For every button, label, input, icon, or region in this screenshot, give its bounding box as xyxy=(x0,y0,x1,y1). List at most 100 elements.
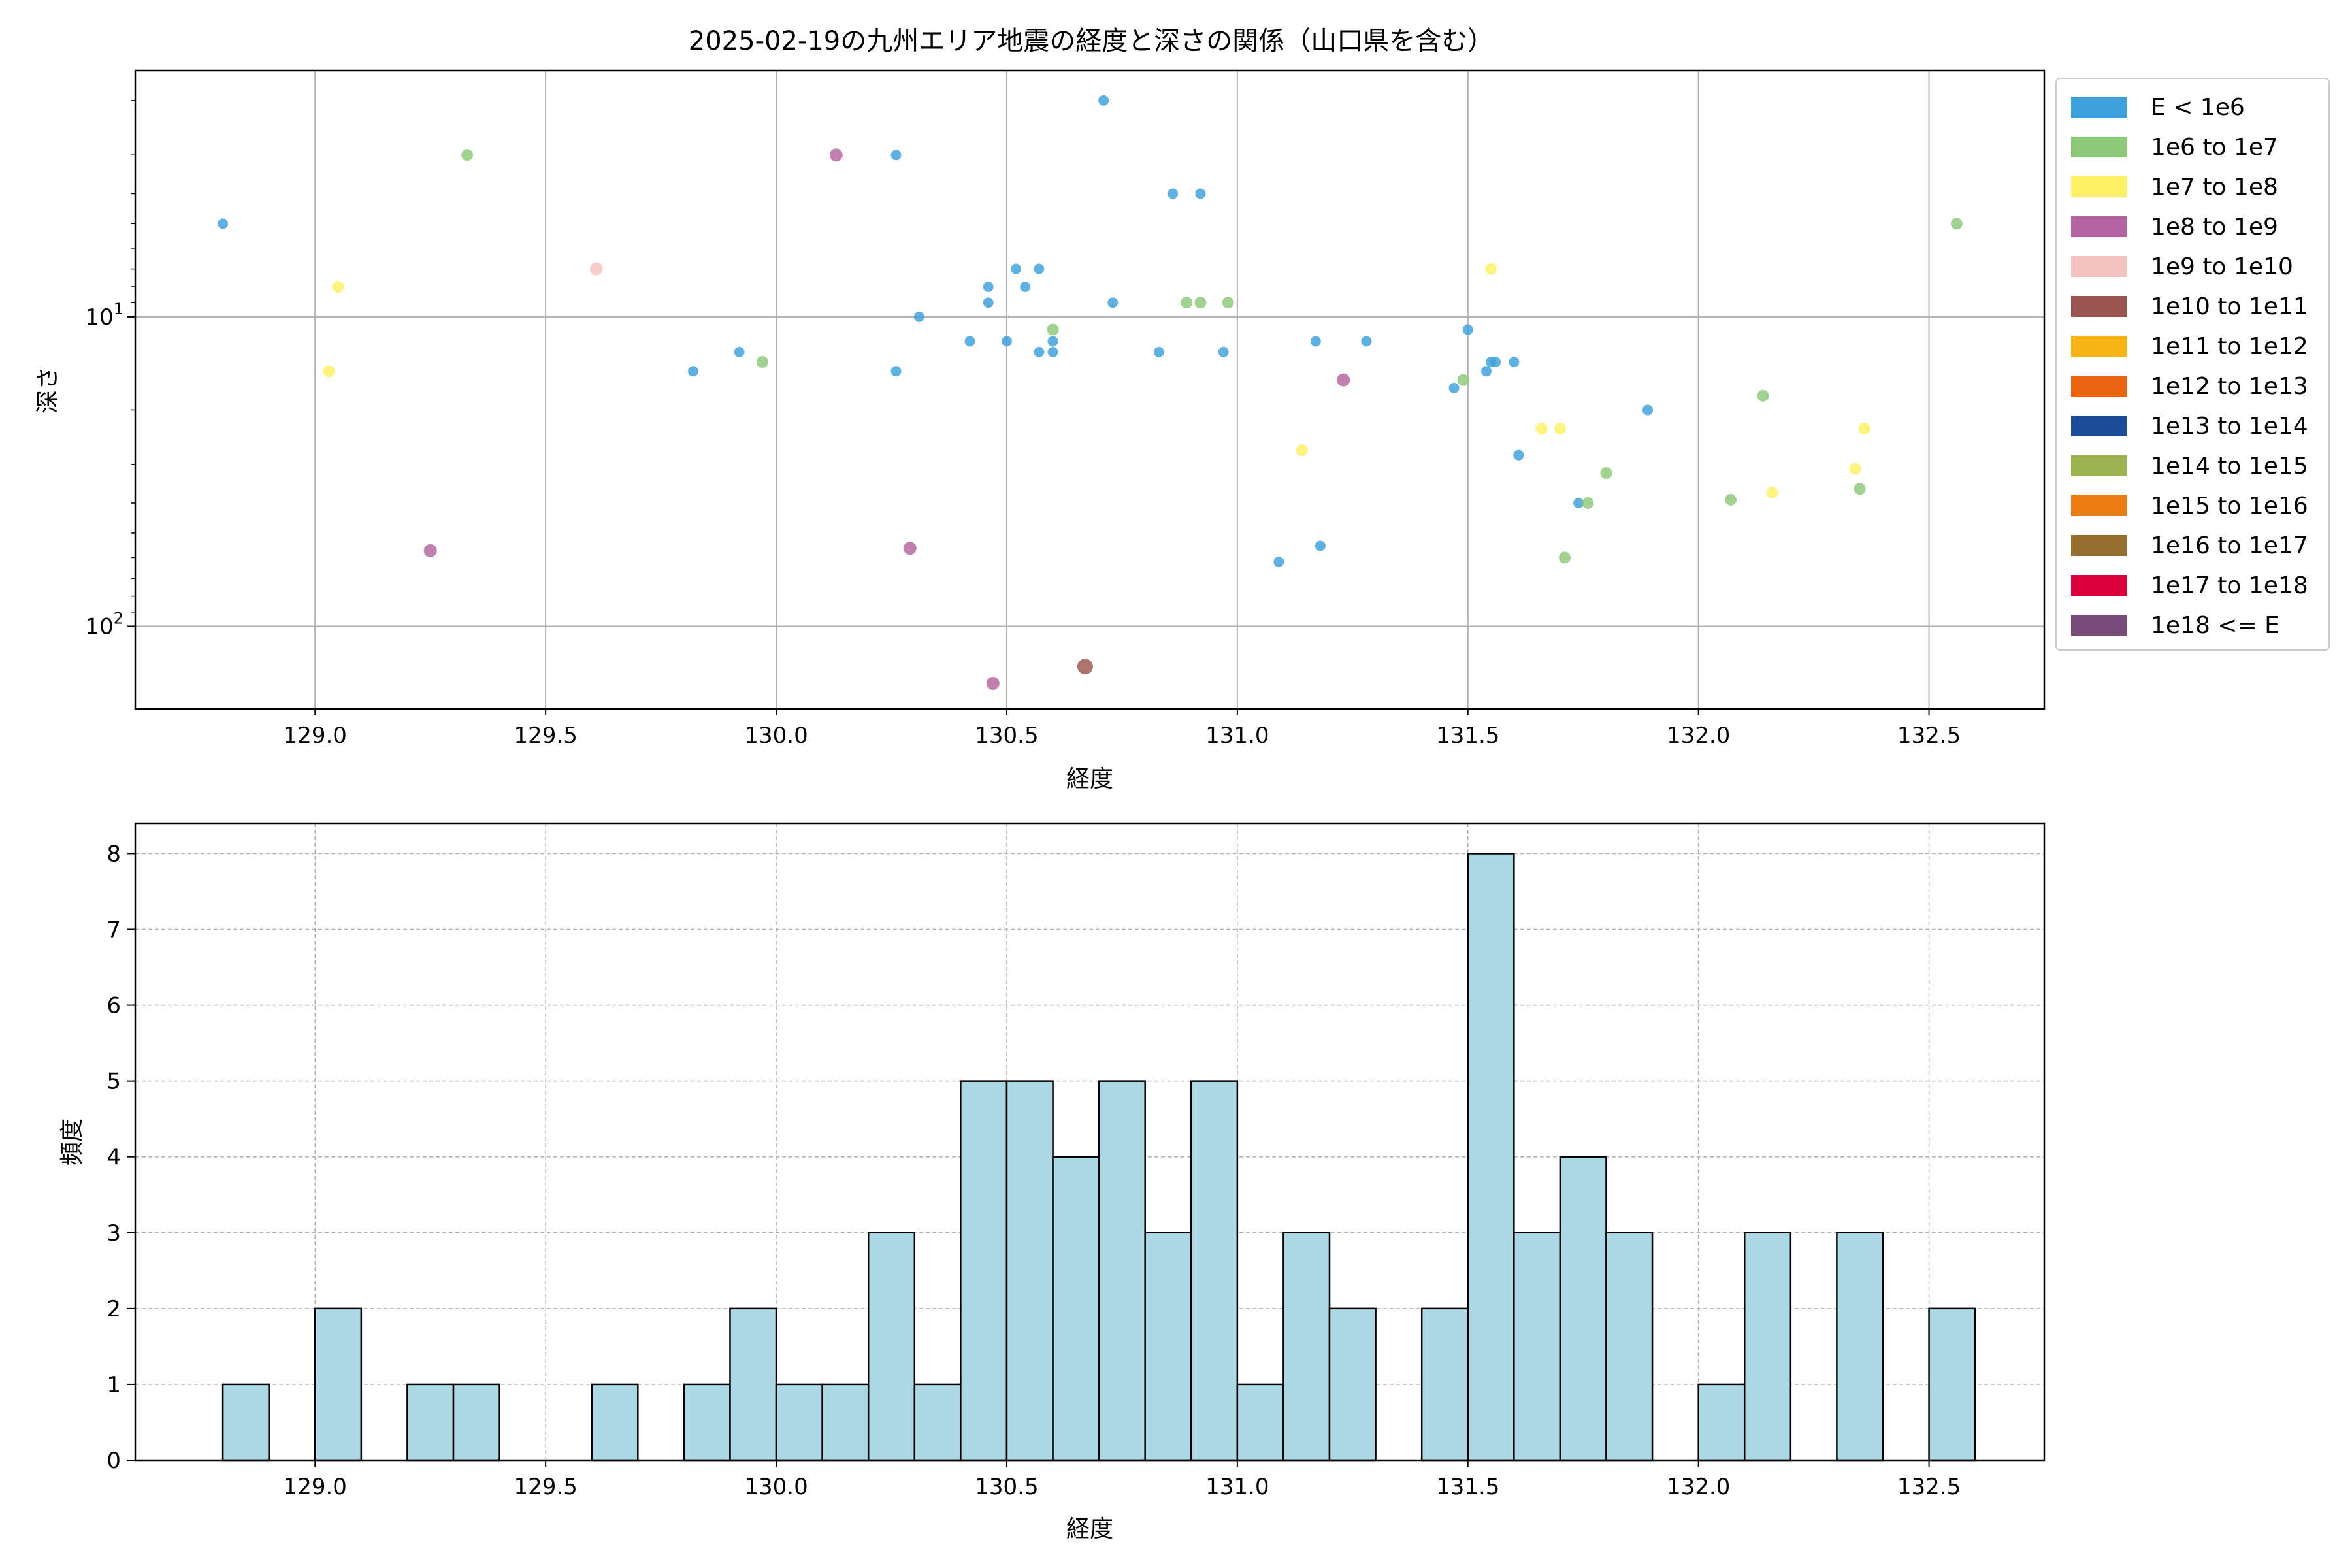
histogram-bar xyxy=(1743,1232,1792,1462)
histogram-plot-frame xyxy=(134,822,2046,1462)
histogram-y-tick-label: 1 xyxy=(106,1372,121,1398)
histogram-bar xyxy=(1190,1080,1239,1462)
histogram-bar xyxy=(1052,1156,1100,1462)
scatter-point xyxy=(1077,659,1093,675)
scatter-point xyxy=(1480,366,1492,377)
histogram-y-tick-label: 8 xyxy=(106,841,121,867)
scatter-y-axis-label: 深さ xyxy=(35,367,61,414)
histogram-x-tick-label: 132.5 xyxy=(1897,1474,1961,1500)
scatter-y-tick-label: 101 xyxy=(85,300,123,331)
scatter-point xyxy=(1020,282,1031,293)
scatter-point xyxy=(1448,383,1460,394)
scatter-point xyxy=(1310,336,1321,347)
legend-label: 1e8 to 1e9 xyxy=(2151,214,2278,240)
histogram-bar xyxy=(1836,1232,1884,1462)
scatter-point xyxy=(1854,483,1866,495)
scatter-point xyxy=(1462,324,1473,335)
legend-label: 1e10 to 1e11 xyxy=(2151,293,2308,320)
scatter-point xyxy=(1222,297,1234,309)
scatter-point xyxy=(688,366,699,377)
legend-label: 1e11 to 1e12 xyxy=(2151,333,2308,360)
histogram-bar xyxy=(1282,1232,1331,1462)
legend-swatch xyxy=(2071,535,2127,556)
legend-label: 1e9 to 1e10 xyxy=(2151,253,2293,280)
histogram-x-tick-label: 131.0 xyxy=(1205,1474,1269,1500)
histogram-x-tick-label: 129.5 xyxy=(514,1474,577,1500)
histogram-y-tick-label: 5 xyxy=(106,1069,121,1095)
histogram-bar xyxy=(1098,1080,1146,1462)
legend-label: 1e16 to 1e17 xyxy=(2151,532,2308,559)
legend-label: 1e18 <= E xyxy=(2151,612,2279,639)
scatter-point xyxy=(1457,374,1469,386)
histogram-bar xyxy=(1328,1307,1377,1462)
scatter-point xyxy=(1011,263,1022,274)
histogram-bar xyxy=(406,1383,455,1462)
legend-swatch xyxy=(2071,455,2127,476)
scatter-point xyxy=(890,150,902,161)
scatter-point xyxy=(903,542,917,555)
scatter-point xyxy=(1573,498,1584,509)
scatter-point xyxy=(1600,467,1612,480)
scatter-point xyxy=(1194,297,1207,309)
histogram-bar xyxy=(221,1383,270,1462)
scatter-point xyxy=(1195,188,1206,199)
legend-frame xyxy=(2055,78,2330,651)
legend-label: 1e15 to 1e16 xyxy=(2151,493,2308,519)
scatter-point xyxy=(913,311,924,322)
scatter-point xyxy=(1273,557,1284,568)
scatter-x-tick-label: 131.0 xyxy=(1205,723,1269,749)
scatter-point xyxy=(734,346,745,357)
scatter-point xyxy=(423,544,437,557)
scatter-point xyxy=(1296,444,1308,457)
legend-swatch xyxy=(2071,137,2127,157)
scatter-point xyxy=(461,149,474,161)
scatter-x-tick-label: 129.5 xyxy=(514,723,577,749)
legend-swatch xyxy=(2071,97,2127,118)
scatter-point xyxy=(1642,404,1654,416)
scatter-point xyxy=(964,336,975,347)
legend-swatch xyxy=(2071,615,2127,636)
histogram-bar xyxy=(1513,1232,1561,1462)
scatter-point xyxy=(983,297,994,308)
scatter-x-tick-label: 129.0 xyxy=(284,723,347,749)
scatter-point xyxy=(1361,336,1372,347)
scatter-point xyxy=(890,366,902,377)
histogram-x-axis-label: 経度 xyxy=(1066,1516,1113,1543)
scatter-point xyxy=(1950,218,1963,230)
histogram-bar xyxy=(1697,1383,1746,1462)
scatter-point xyxy=(1153,346,1164,357)
scatter-point xyxy=(1554,423,1566,435)
scatter-x-tick-label: 132.5 xyxy=(1897,723,1961,749)
scatter-point xyxy=(1001,336,1012,347)
histogram-x-tick-label: 129.0 xyxy=(284,1474,347,1500)
legend-swatch xyxy=(2071,256,2127,277)
scatter-point xyxy=(1558,551,1571,564)
legend-swatch xyxy=(2071,176,2127,197)
scatter-point xyxy=(1047,336,1058,347)
scatter-plot-frame xyxy=(134,69,2046,710)
histogram-x-tick-label: 131.5 xyxy=(1436,1474,1499,1500)
histogram-bar xyxy=(591,1383,639,1462)
scatter-point xyxy=(1337,373,1350,387)
histogram-bar xyxy=(1420,1307,1469,1462)
scatter-point xyxy=(1582,497,1594,510)
scatter-point xyxy=(1218,346,1229,357)
scatter-point xyxy=(1047,323,1059,336)
histogram-bar xyxy=(452,1383,500,1462)
scatter-point xyxy=(218,218,229,229)
scatter-point xyxy=(1513,449,1524,461)
scatter-point xyxy=(1485,263,1497,275)
histogram-y-ticks: 0 1 2 3 4 5 6 7 8 xyxy=(106,841,135,1474)
scatter-legend: E < 1e6 1e6 to 1e7 1e7 to 1e8 1e8 to 1e9 1e9… xyxy=(2055,78,2330,651)
legend-swatch xyxy=(2071,416,2127,436)
histogram-y-axis-label: 頻度 xyxy=(59,1119,86,1166)
histogram-bar xyxy=(1005,1080,1054,1462)
scatter-point xyxy=(1757,389,1769,402)
histogram-y-tick-label: 0 xyxy=(106,1448,121,1474)
scatter-point xyxy=(332,281,344,293)
histogram-bar xyxy=(960,1080,1008,1462)
histogram-y-tick-label: 2 xyxy=(106,1296,121,1322)
scatter-point xyxy=(1107,297,1119,308)
histogram-bar xyxy=(821,1383,870,1462)
scatter-y-ticks: 101 102 xyxy=(85,100,135,640)
